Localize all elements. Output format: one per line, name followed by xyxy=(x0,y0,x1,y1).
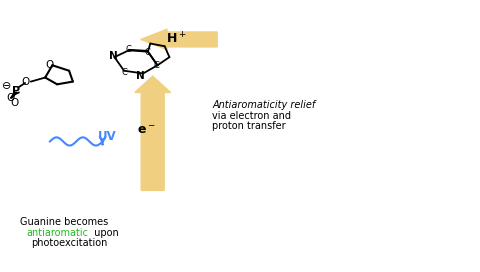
Text: antiaromatic: antiaromatic xyxy=(26,228,88,237)
Text: N: N xyxy=(136,71,145,81)
Text: C: C xyxy=(121,67,127,77)
Text: H$^+$: H$^+$ xyxy=(166,31,187,46)
Text: photoexcitation: photoexcitation xyxy=(31,239,107,248)
Text: P: P xyxy=(12,86,21,96)
Text: O: O xyxy=(21,77,29,87)
Text: C: C xyxy=(153,61,159,70)
Text: O: O xyxy=(46,60,54,70)
Text: $\ominus$: $\ominus$ xyxy=(1,80,11,91)
Text: Guanine becomes: Guanine becomes xyxy=(20,217,108,227)
Text: C: C xyxy=(145,48,151,57)
Text: C: C xyxy=(126,45,132,54)
Text: Antiaromaticity relief: Antiaromaticity relief xyxy=(213,100,316,110)
Text: via electron and: via electron and xyxy=(213,111,291,120)
Text: proton transfer: proton transfer xyxy=(213,121,286,131)
FancyArrow shape xyxy=(141,29,217,50)
Text: UV: UV xyxy=(98,129,117,143)
Text: N: N xyxy=(108,51,118,61)
Text: e$^-$: e$^-$ xyxy=(137,124,156,137)
Text: O: O xyxy=(7,94,15,103)
Text: upon: upon xyxy=(91,228,119,237)
FancyArrow shape xyxy=(135,76,170,190)
Text: O: O xyxy=(10,98,18,108)
